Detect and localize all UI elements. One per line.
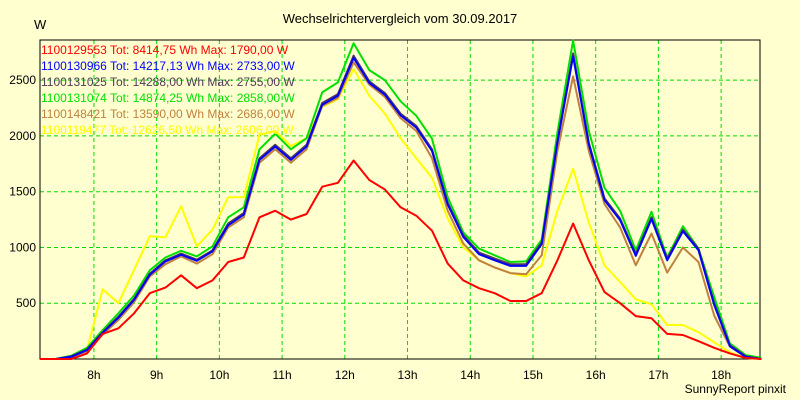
series-line-1100148421 [40,61,762,360]
y-tick-label: 1000 [9,240,36,254]
chart-title: Wechselrichtervergleich vom 30.09.2017 [282,11,518,26]
y-tick-label: 2500 [9,73,36,87]
legend-entry: 1100148421 Tot: 13590,00 Wh Max: 2686,00… [41,107,295,121]
series-line-1100129553 [40,159,762,360]
series-line-1100119477 [40,68,762,360]
legend-entry: 1100131074 Tot: 14874,25 Wh Max: 2858,00… [41,91,295,105]
y-tick-label: 2000 [9,129,36,143]
x-tick-label: 9h [150,368,163,382]
x-tick-label: 17h [648,368,668,382]
x-tick-label: 12h [335,368,355,382]
x-tick-label: 13h [398,368,418,382]
x-tick-label: 14h [460,368,480,382]
x-tick-label: 11h [273,368,292,382]
footer-credit: SunnyReport pinxit [684,382,786,396]
y-axis-unit-label: W [34,17,47,32]
series-line-1100130966 [40,55,762,360]
legend-entry: 1100130966 Tot: 14217,13 Wh Max: 2733,00… [41,59,295,73]
series-line-1100131074 [40,39,762,360]
x-tick-label: 18h [711,368,731,382]
x-tick-label: 16h [586,368,606,382]
legend-entry: 1100131025 Tot: 14288,00 Wh Max: 2755,00… [41,75,295,89]
legend: 1100129553 Tot: 8414,75 Wh Max: 1790,00 … [41,42,295,138]
legend-entry: 1100119477 Tot: 12626,50 Wh Max: 2606,00… [41,123,294,137]
x-tick-label: 8h [87,368,100,382]
x-tick-label: 15h [523,368,543,382]
x-tick-label: 10h [209,368,229,382]
y-tick-label: 1500 [9,185,36,199]
legend-entry: 1100129553 Tot: 8414,75 Wh Max: 1790,00 … [41,43,289,57]
plot-border [39,39,761,360]
y-tick-label: 500 [16,296,36,310]
